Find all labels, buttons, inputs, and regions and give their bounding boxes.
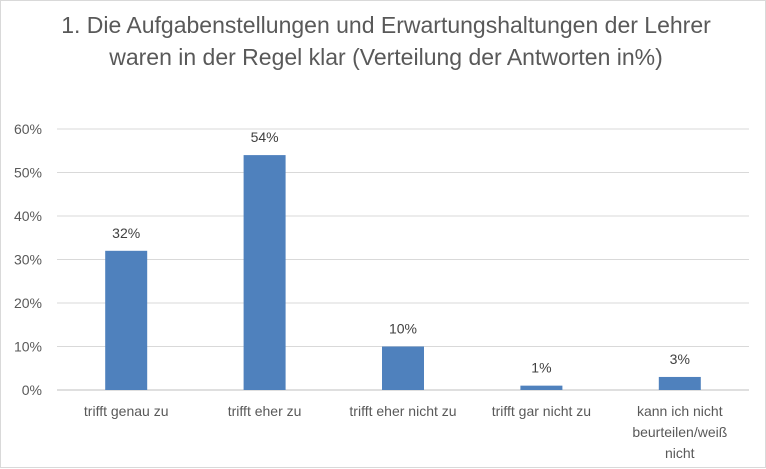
data-label: 54%: [251, 129, 279, 145]
data-label: 32%: [112, 225, 140, 241]
data-label: 1%: [531, 360, 551, 376]
data-label: 3%: [670, 351, 690, 367]
bar: [520, 385, 563, 390]
bar: [658, 376, 701, 390]
x-tick-label: trifft gar nicht zu: [492, 403, 591, 419]
data-label: 10%: [389, 321, 417, 337]
x-tick-label: kann ich nicht beurteilen/weiß nicht: [632, 403, 727, 461]
bar: [105, 250, 148, 390]
y-tick-label: 40%: [14, 208, 42, 224]
y-tick-label: 10%: [14, 339, 42, 355]
y-tick-label: 0%: [22, 382, 42, 398]
y-tick-label: 20%: [14, 295, 42, 311]
chart-title: 1. Die Aufgabenstellungen und Erwartungs…: [61, 12, 711, 70]
bar: [243, 155, 286, 390]
y-tick-label: 50%: [14, 165, 42, 181]
y-tick-label: 60%: [14, 121, 42, 137]
x-tick-label: trifft eher nicht zu: [349, 403, 456, 419]
x-tick-label: trifft eher zu: [228, 403, 302, 419]
x-tick-label: trifft genau zu: [84, 403, 169, 419]
y-tick-label: 30%: [14, 252, 42, 268]
bar: [382, 346, 424, 390]
